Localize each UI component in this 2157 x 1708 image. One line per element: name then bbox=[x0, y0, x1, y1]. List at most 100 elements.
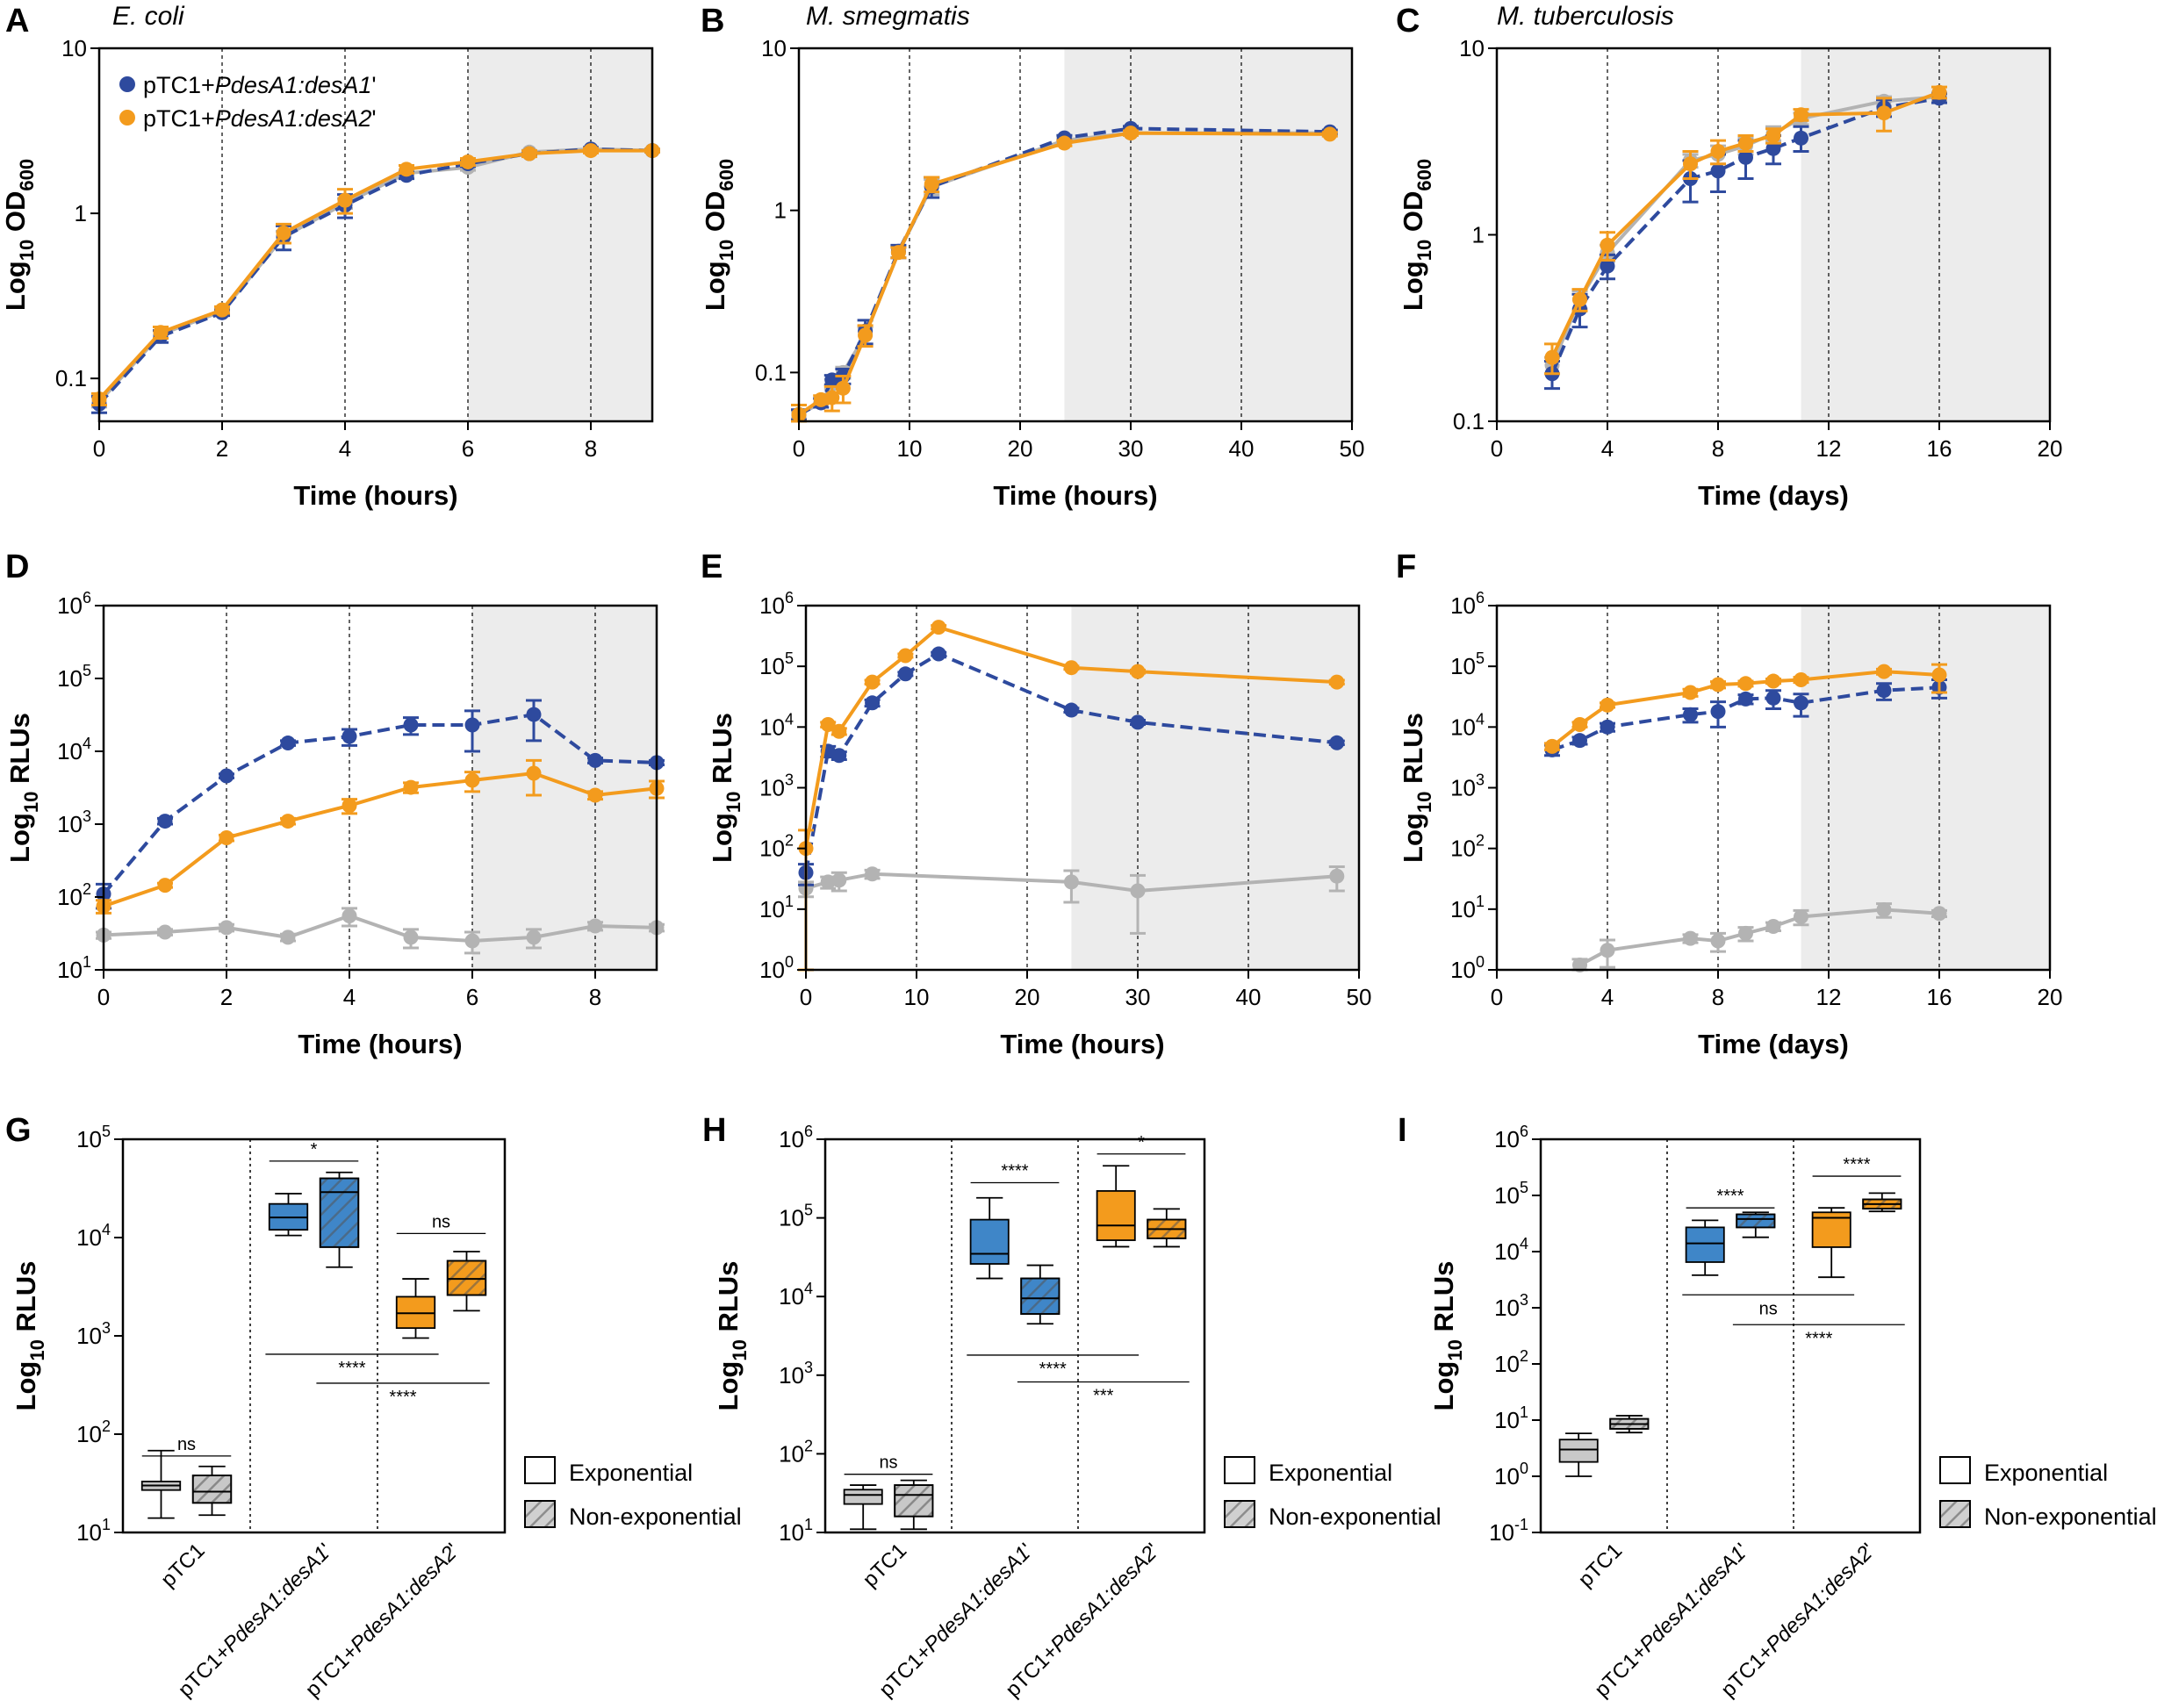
series bbox=[96, 907, 665, 955]
tick-base: 10 bbox=[779, 1362, 804, 1389]
significance-label: *** bbox=[1093, 1387, 1114, 1406]
box-non-exponential bbox=[1609, 1415, 1650, 1434]
panel-letter: E bbox=[701, 549, 723, 585]
category-construct: PdesA1:desA2 bbox=[1762, 1541, 1877, 1656]
y-tick-label: 103 bbox=[1450, 771, 1485, 801]
data-point bbox=[157, 814, 173, 829]
y-tick-label: 103 bbox=[57, 807, 91, 837]
panel-letter: H bbox=[702, 1112, 726, 1149]
data-point bbox=[1931, 84, 1947, 100]
category-prefix: pTC1 bbox=[859, 1539, 912, 1592]
x-tick-label: 20 bbox=[2038, 984, 2063, 1010]
data-point bbox=[835, 380, 851, 396]
tick-base: 10 bbox=[1450, 896, 1476, 922]
plot-frame bbox=[797, 47, 1354, 423]
y-tick-label: 101 bbox=[76, 1516, 111, 1546]
legend-label: pTC1+PdesA1:desA1' bbox=[143, 72, 377, 98]
y-tick-label: 10 bbox=[61, 35, 87, 61]
y-title-sub: 10 bbox=[715, 240, 737, 261]
legend-bottom: Exponential Non-exponential bbox=[524, 1456, 742, 1530]
legend-label-non-exponential: Non-exponential bbox=[1269, 1503, 1442, 1530]
panel-letter: C bbox=[1396, 3, 1420, 39]
data-point bbox=[583, 143, 599, 159]
box-non-exponential bbox=[1147, 1208, 1187, 1248]
data-point bbox=[1544, 738, 1560, 754]
box-hatch bbox=[446, 1259, 487, 1296]
box-non-exponential bbox=[191, 1465, 233, 1517]
significance-label: ns bbox=[432, 1212, 450, 1231]
data-point bbox=[1794, 130, 1808, 146]
data-point bbox=[1765, 673, 1781, 689]
legend-swatch-exponential bbox=[1939, 1456, 1971, 1484]
tick-exponent: 2 bbox=[1520, 1347, 1528, 1365]
y-tick-label: 0.1 bbox=[1453, 408, 1485, 434]
category-prefix: pTC1+ bbox=[174, 1640, 236, 1703]
data-point bbox=[1876, 105, 1892, 121]
plot-frame bbox=[97, 47, 654, 423]
y-tick-label: 101 bbox=[57, 953, 91, 983]
data-point bbox=[931, 646, 946, 662]
legend-bottom: Exponential Non-exponential bbox=[1939, 1456, 2157, 1530]
y-title-tail: RLUs bbox=[1428, 1261, 1459, 1340]
y-title-base: Log bbox=[0, 261, 31, 311]
data-point bbox=[1544, 349, 1560, 365]
y-title-tail: RLUs bbox=[4, 713, 35, 792]
data-point bbox=[337, 192, 353, 208]
x-tick-label: 20 bbox=[1008, 435, 1033, 462]
significance-label: **** bbox=[1805, 1329, 1832, 1348]
legend-swatch-exponential bbox=[1224, 1456, 1255, 1484]
significance-label: ns bbox=[1759, 1299, 1778, 1318]
x-tick-label: 4 bbox=[1601, 435, 1614, 462]
y-tick-label: 101 bbox=[1494, 1403, 1528, 1433]
y-title-base: Log bbox=[1398, 813, 1428, 863]
y-title-tail-sub: 600 bbox=[715, 159, 737, 191]
tick-exponent: 1 bbox=[1476, 893, 1485, 910]
y-axis-title: Log10 RLUs bbox=[4, 713, 42, 863]
series-line bbox=[1551, 685, 1940, 752]
tick-exponent: 5 bbox=[1520, 1179, 1528, 1196]
data-point bbox=[342, 798, 357, 814]
data-point bbox=[865, 695, 881, 711]
y-tick-label: 0.1 bbox=[55, 365, 87, 391]
y-tick-label: 106 bbox=[1494, 1123, 1528, 1152]
data-point bbox=[464, 717, 480, 733]
data-point bbox=[1572, 733, 1587, 749]
tick-base: 10 bbox=[1450, 653, 1476, 679]
data-point bbox=[280, 736, 296, 751]
x-tick-label: 16 bbox=[1927, 984, 1952, 1010]
y-title-tail: OD bbox=[700, 191, 730, 240]
data-point bbox=[1931, 667, 1947, 683]
data-point bbox=[890, 245, 906, 261]
data-point bbox=[1765, 128, 1781, 144]
tick-base: 10 bbox=[1494, 1463, 1520, 1489]
tick-base: 10 bbox=[1494, 1407, 1520, 1433]
y-tick-label: 103 bbox=[1494, 1291, 1528, 1321]
tick-exponent: 2 bbox=[83, 880, 91, 898]
data-point bbox=[1063, 874, 1079, 890]
tick-base: 10 bbox=[1494, 1295, 1520, 1321]
tick-exponent: 1 bbox=[102, 1516, 111, 1533]
data-point bbox=[526, 765, 542, 781]
data-point bbox=[1329, 674, 1345, 690]
data-point bbox=[157, 924, 173, 940]
category-construct: PdesA1:desA1 bbox=[920, 1541, 1035, 1656]
data-point bbox=[1738, 149, 1753, 165]
y-axis-title: Log10 RLUs bbox=[1398, 713, 1435, 863]
x-tick-label: 6 bbox=[466, 984, 478, 1010]
legend-label-exponential: Exponential bbox=[1984, 1460, 2108, 1486]
series-line bbox=[102, 712, 658, 895]
tick-exponent: 0 bbox=[785, 953, 794, 971]
y-axis-title: Log10 RLUs bbox=[11, 1261, 48, 1411]
legend-marker bbox=[119, 76, 135, 92]
significance-label: ns bbox=[879, 1453, 897, 1473]
category-construct: PdesA1:desA2 bbox=[346, 1541, 461, 1656]
data-point bbox=[1876, 683, 1892, 699]
tick-base: 10 bbox=[57, 738, 83, 764]
y-title-sub: 10 bbox=[723, 792, 744, 813]
series-line bbox=[1550, 96, 1940, 375]
category-prefix: pTC1 bbox=[1574, 1539, 1628, 1592]
stationary-phase-shading bbox=[468, 48, 652, 421]
